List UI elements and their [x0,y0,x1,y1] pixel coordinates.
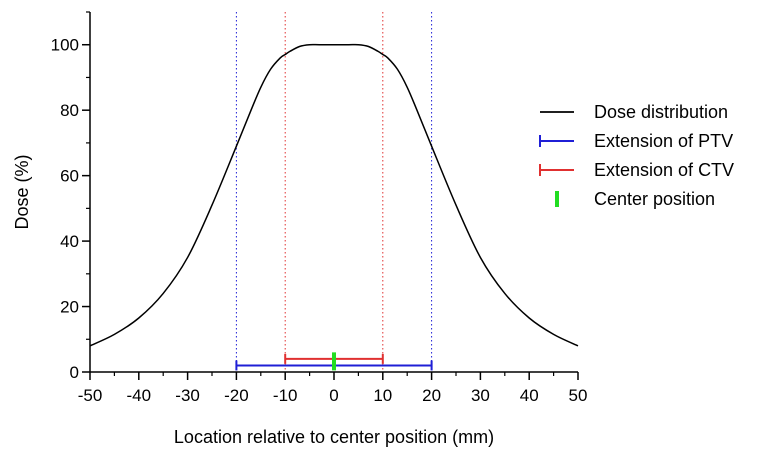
y-tick-label: 100 [51,36,79,55]
x-tick-label: 10 [373,386,392,405]
x-tick-label: -30 [175,386,200,405]
axes [89,12,578,373]
legend-label: Extension of CTV [594,160,734,180]
x-tick-label: -20 [224,386,249,405]
x-tick-label: 30 [471,386,490,405]
y-tick-label: 0 [70,363,79,382]
y-tick-label: 40 [60,232,79,251]
y-axis-ticks: 0 20 40 60 80 100 [51,11,90,382]
x-tick-label: 0 [329,386,338,405]
legend-label: Dose distribution [594,102,728,122]
guide-lines [235,12,433,372]
y-tick-label: 80 [60,101,79,120]
y-axis-title: Dose (%) [12,154,32,229]
x-tick-label: -10 [273,386,298,405]
y-tick-label: 20 [60,298,79,317]
x-axis-ticks: -50 -40 -30 -20 -10 0 10 20 30 40 50 [78,372,588,405]
legend-label: Center position [594,189,715,209]
x-axis-title: Location relative to center position (mm… [174,427,494,447]
dose-distribution-curve [89,43,579,347]
x-tick-label: -40 [127,386,152,405]
x-tick-label: -50 [78,386,103,405]
y-tick-label: 60 [60,167,79,186]
legend-label: Extension of PTV [594,131,733,151]
x-tick-label: 20 [422,386,441,405]
x-tick-label: 40 [520,386,539,405]
chart-marks [89,43,579,371]
legend: Dose distribution Extension of PTV Extensi… [539,102,734,209]
x-tick-label: 50 [569,386,588,405]
